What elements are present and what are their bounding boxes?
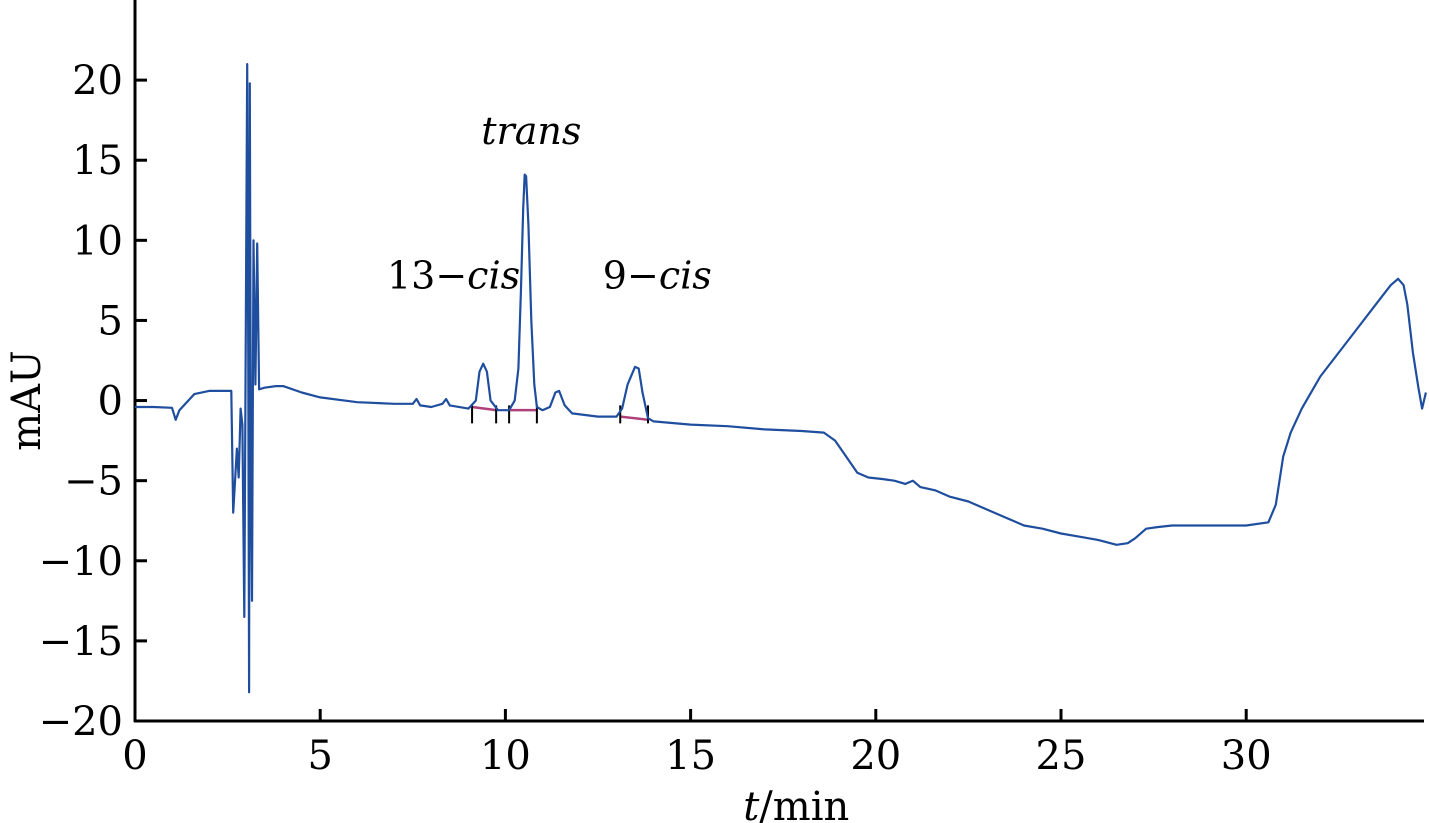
x-tick-label: 20 (850, 733, 901, 779)
labels: 0 5 10 15 20 25 30−20−15−10−505101520t/minmAU1… (4, 58, 1272, 823)
peak-annotation: 13−cis (387, 253, 520, 297)
peak-annotation-italic: cis (659, 253, 712, 297)
peak-annotation: 9−cis (603, 253, 712, 297)
x-tick-label: 15 (665, 733, 716, 779)
peak-annotation-italic: trans (481, 109, 581, 153)
y-tick-label: −10 (39, 539, 123, 585)
x-tick-label: 25 (1036, 733, 1087, 779)
plot-area (135, 62, 1427, 694)
y-tick-label: 20 (72, 58, 123, 104)
peak-annotation: trans (481, 109, 581, 153)
x-axis-title-italic: t (743, 784, 760, 823)
y-tick-label: −20 (39, 699, 123, 745)
y-tick-label: 10 (72, 218, 123, 264)
peak-annotation-prefix: 9− (603, 253, 659, 297)
y-tick-label: 0 (98, 379, 123, 425)
axes (133, 0, 1424, 723)
y-tick-label: 15 (72, 138, 123, 184)
y-axis-title: mAU (4, 350, 50, 451)
x-tick-label: 5 (307, 733, 332, 779)
x-axis-title: t/min (743, 784, 849, 823)
x-tick-label: 0 (122, 733, 147, 779)
x-axis-title-rest: /min (759, 784, 849, 823)
x-tick-label: 30 (1221, 733, 1272, 779)
peak-annotation-prefix: 13− (387, 253, 467, 297)
y-tick-label: −15 (39, 619, 123, 665)
x-tick-label: 10 (480, 733, 531, 779)
integration-baseline (471, 405, 497, 412)
y-tick-label: −5 (64, 459, 123, 505)
y-tick-label: 5 (98, 298, 123, 344)
chromatogram-line (135, 62, 1427, 694)
integration-baseline (620, 415, 649, 422)
peak-annotation-italic: cis (467, 253, 520, 297)
